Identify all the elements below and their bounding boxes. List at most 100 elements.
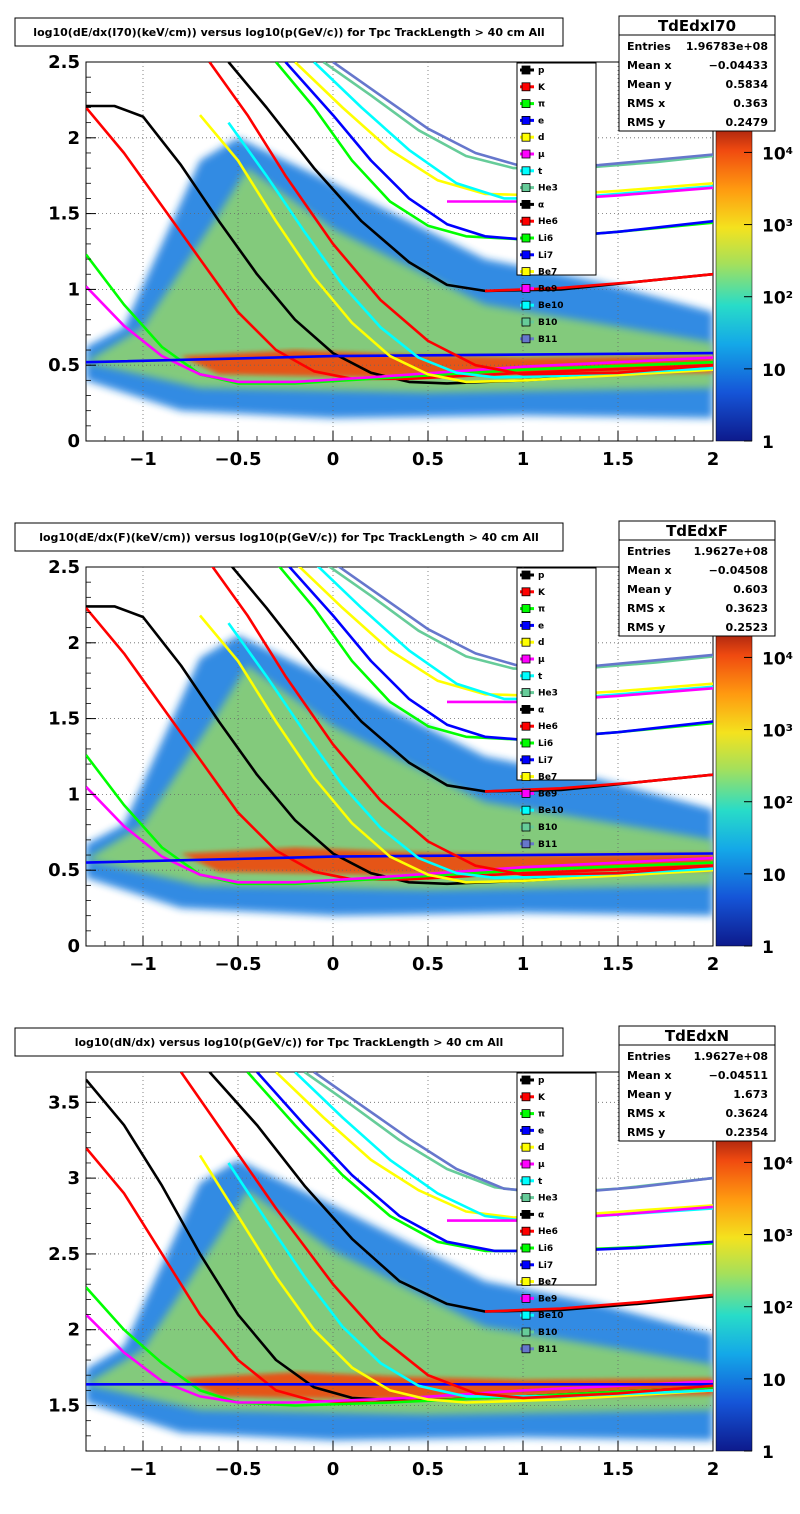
legend-label: He3 — [538, 689, 558, 699]
stats-row-value: −0.04433 — [709, 59, 768, 72]
curve-series-7 — [179, 1072, 713, 1400]
legend-swatch-marker — [521, 82, 531, 92]
chart-panel: log10(dN/dx) versus log10(p(GeV/c)) for … — [14, 1025, 793, 1480]
curve-series-16 — [337, 567, 713, 669]
z-tick-label: 10² — [762, 794, 793, 814]
curve-series-2 — [86, 253, 713, 385]
legend-label: d — [538, 638, 544, 648]
stats-box: TdEdxI70 Entries 1.96783e+08 Mean x −0.04433… — [618, 15, 776, 132]
stats-row-label: RMS x — [627, 97, 665, 110]
y-tick-label: 2 — [67, 1320, 80, 1341]
z-tick-label: 10³ — [762, 217, 793, 237]
legend-swatch-marker — [521, 1226, 531, 1236]
z-tick-label: 10² — [762, 289, 793, 309]
curve-series-8 — [208, 1072, 713, 1313]
legend-label: d — [538, 133, 544, 143]
x-tick-label: −0.5 — [215, 954, 262, 975]
title-box — [14, 522, 564, 552]
legend-swatch-marker — [521, 267, 531, 277]
legend-label: B10 — [538, 1328, 557, 1338]
legend-swatch-marker — [521, 149, 531, 159]
legend-label: Li7 — [538, 1261, 553, 1271]
curve-group — [86, 62, 713, 385]
x-tick-label: 0.5 — [412, 954, 444, 975]
legend-swatch-marker — [521, 1176, 531, 1186]
legend-label: μ — [538, 150, 545, 160]
legend-label: Be9 — [538, 1294, 557, 1304]
density-band — [86, 665, 713, 890]
legend-swatch-marker — [521, 671, 531, 681]
y-tick-label: 1.5 — [48, 709, 80, 730]
legend-label: B10 — [538, 823, 557, 833]
curve-series-5 — [199, 614, 713, 884]
legend-label: Be7 — [538, 268, 557, 278]
stats-row-value: 1.673 — [733, 1088, 768, 1101]
curve-series-6 — [227, 622, 713, 880]
stats-title: TdEdxN — [665, 1027, 729, 1045]
legend-label: Li6 — [538, 234, 553, 244]
x-tick-label: 0.5 — [412, 449, 444, 470]
curve-group — [86, 567, 713, 886]
curve-series-5 — [198, 1154, 713, 1404]
y-tick-label: 2.5 — [48, 52, 80, 73]
z-tick-label: 10² — [762, 1299, 793, 1319]
legend-swatch-marker — [521, 166, 531, 176]
y-tick-label: 2.5 — [48, 1244, 80, 1265]
y-tick-label: 1.5 — [48, 1396, 80, 1417]
legend-label: Li7 — [538, 251, 553, 261]
chart-title: log10(dE/dx(I70)(keV/cm)) versus log10(p… — [33, 26, 544, 39]
x-tick-label: 0.5 — [412, 1459, 444, 1480]
legend-swatch-marker — [521, 755, 531, 765]
y-tick-label: 0 — [67, 936, 80, 957]
curve-series-6 — [227, 121, 713, 379]
y-tick-label: 2 — [67, 633, 80, 654]
legend-swatch-marker — [521, 317, 531, 327]
z-tick-label: 10 — [762, 361, 786, 381]
legend-swatch-marker — [521, 637, 531, 647]
x-tick-label: 2 — [707, 954, 720, 975]
legend-swatch-marker — [521, 839, 531, 849]
legend-label: Li7 — [538, 756, 553, 766]
x-tick-label: −1 — [129, 449, 157, 470]
legend-label: K — [538, 588, 546, 598]
x-tick-label: 1.5 — [602, 954, 634, 975]
x-tick-label: 0 — [327, 1459, 340, 1480]
curve-series-4 — [86, 852, 713, 864]
legend-swatch-marker — [521, 1243, 531, 1253]
legend-swatch-marker — [521, 183, 531, 193]
legend-label: p — [538, 571, 545, 581]
legend-swatch-marker — [521, 570, 531, 580]
legend-label: μ — [538, 655, 545, 665]
curve-series-12 — [297, 567, 713, 698]
stats-row-label: Mean y — [627, 583, 672, 596]
stats-row-value: −0.04511 — [709, 1069, 768, 1082]
legend-label: Be10 — [538, 806, 564, 816]
curve-series-16 — [313, 1072, 713, 1195]
legend-swatch-marker — [521, 65, 531, 75]
legend-label: K — [538, 1093, 546, 1103]
legend-swatch-marker — [521, 1092, 531, 1102]
legend-label: Be7 — [538, 773, 557, 783]
x-tick-label: 2 — [707, 1459, 720, 1480]
stats-row-value: 0.603 — [733, 583, 768, 596]
stats-row-label: RMS x — [627, 602, 665, 615]
stats-row-value: −0.04508 — [709, 564, 768, 577]
legend-swatch-marker — [521, 705, 531, 714]
legend-label: p — [538, 1076, 545, 1086]
x-tick-label: 2 — [707, 449, 720, 470]
stats-row-label: Mean y — [627, 1088, 672, 1101]
legend-swatch-marker — [521, 587, 531, 597]
legend-swatch-marker — [521, 300, 531, 310]
legend-swatch-marker — [521, 1344, 531, 1354]
legend-swatch-marker — [521, 1126, 531, 1135]
legend-swatch-marker — [521, 1294, 531, 1303]
legend-label: π — [538, 100, 545, 110]
stats-row-label: Mean x — [627, 1069, 672, 1082]
curve-series-15 — [327, 567, 713, 670]
stats-row-label: RMS y — [627, 621, 665, 634]
legend-label: Li6 — [538, 739, 553, 749]
legend-label: e — [538, 1126, 544, 1136]
legend-swatch-marker — [521, 721, 531, 731]
